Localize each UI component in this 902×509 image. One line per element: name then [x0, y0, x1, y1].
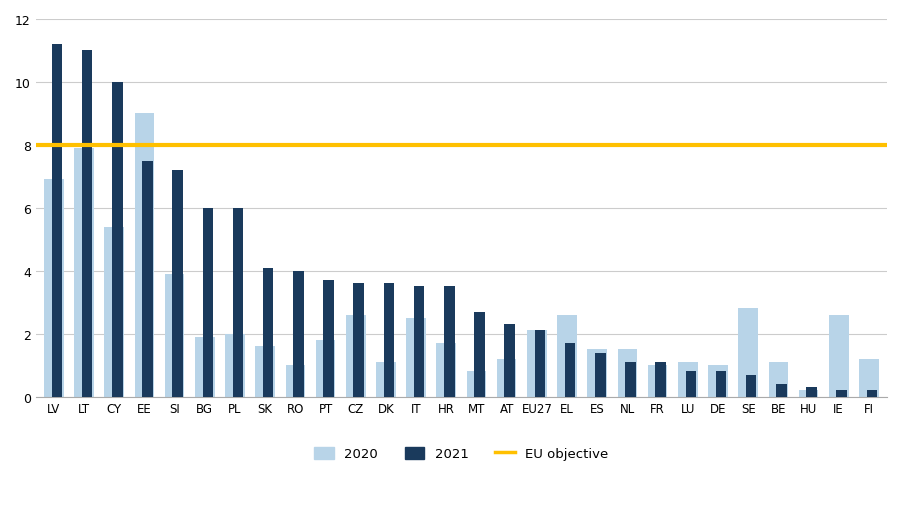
- Bar: [44, 180, 64, 397]
- Bar: [836, 390, 847, 397]
- Bar: [105, 227, 124, 397]
- Bar: [74, 149, 94, 397]
- Bar: [625, 362, 636, 397]
- Bar: [383, 284, 394, 397]
- Bar: [165, 274, 184, 397]
- Bar: [656, 362, 666, 397]
- Bar: [829, 315, 849, 397]
- Bar: [527, 331, 547, 397]
- Bar: [376, 362, 396, 397]
- Bar: [746, 375, 757, 397]
- Bar: [195, 337, 215, 397]
- Bar: [776, 384, 787, 397]
- Bar: [345, 315, 365, 397]
- Bar: [859, 359, 879, 397]
- Bar: [143, 161, 152, 397]
- Bar: [557, 315, 577, 397]
- Bar: [686, 372, 696, 397]
- Bar: [739, 309, 758, 397]
- Bar: [867, 390, 877, 397]
- Bar: [474, 312, 484, 397]
- Bar: [504, 325, 515, 397]
- Bar: [406, 318, 426, 397]
- Bar: [497, 359, 517, 397]
- Bar: [262, 268, 273, 397]
- Bar: [798, 390, 818, 397]
- Bar: [678, 362, 697, 397]
- Bar: [354, 284, 364, 397]
- EU objective: [49, 143, 60, 149]
- Bar: [565, 344, 575, 397]
- Bar: [414, 287, 424, 397]
- Bar: [226, 334, 244, 397]
- Bar: [806, 387, 817, 397]
- Bar: [535, 331, 545, 397]
- Bar: [466, 372, 486, 397]
- Bar: [437, 344, 456, 397]
- Bar: [648, 365, 667, 397]
- Bar: [134, 114, 154, 397]
- Bar: [587, 350, 607, 397]
- Bar: [233, 208, 244, 397]
- Bar: [203, 208, 213, 397]
- Bar: [708, 365, 728, 397]
- Bar: [316, 340, 336, 397]
- Bar: [618, 350, 637, 397]
- Bar: [112, 83, 123, 397]
- Bar: [172, 171, 183, 397]
- Bar: [444, 287, 455, 397]
- Bar: [595, 353, 605, 397]
- Bar: [715, 372, 726, 397]
- Bar: [286, 365, 305, 397]
- Bar: [51, 45, 62, 397]
- Bar: [323, 280, 334, 397]
- Bar: [769, 362, 788, 397]
- Bar: [255, 347, 275, 397]
- Legend: 2020, 2021, EU objective: 2020, 2021, EU objective: [308, 442, 614, 466]
- Bar: [82, 51, 92, 397]
- EU objective: [78, 143, 89, 149]
- Bar: [293, 271, 304, 397]
